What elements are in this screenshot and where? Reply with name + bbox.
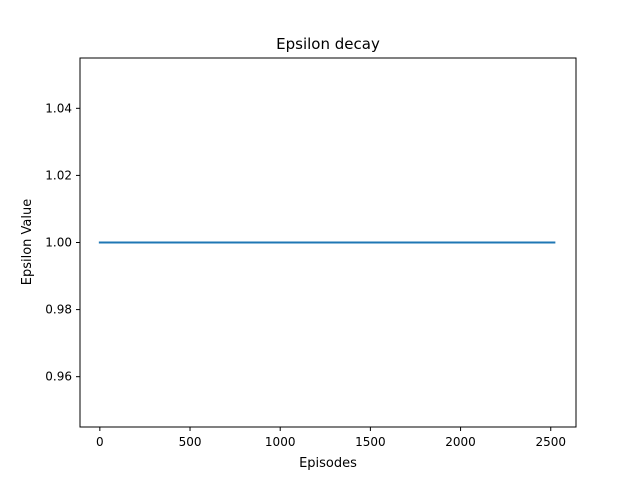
- y-axis: 0.96 0.98 1.00 1.02 1.04: [45, 101, 80, 384]
- y-axis-label: Epsilon Value: [20, 199, 35, 286]
- x-tick-label: 500: [179, 435, 202, 449]
- x-tick-label: 2000: [445, 435, 476, 449]
- x-tick-label: 1500: [355, 435, 386, 449]
- x-tick-label: 2500: [535, 435, 566, 449]
- x-tick-label: 0: [96, 435, 104, 449]
- x-axis: 0 500 1000 1500 2000 2500: [96, 427, 566, 449]
- y-tick-label: 0.98: [45, 303, 72, 317]
- y-tick-label: 1.00: [45, 236, 72, 250]
- chart-title: Epsilon decay: [276, 35, 380, 53]
- x-tick-label: 1000: [265, 435, 296, 449]
- y-tick-label: 1.02: [45, 168, 72, 182]
- y-tick-label: 1.04: [45, 101, 72, 115]
- x-axis-label: Episodes: [299, 456, 357, 471]
- y-tick-label: 0.96: [45, 370, 72, 384]
